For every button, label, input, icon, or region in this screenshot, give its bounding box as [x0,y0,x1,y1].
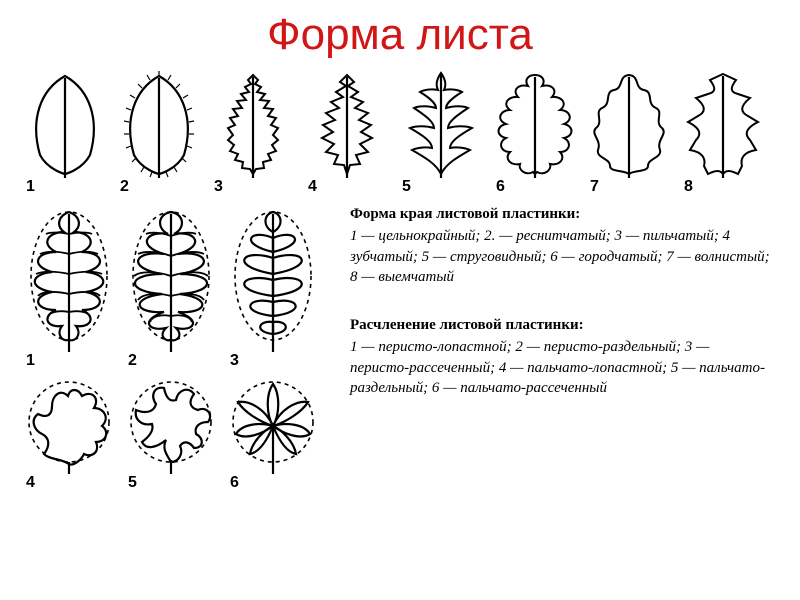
pinnatisect-icon [224,204,322,354]
label-d2: 2 [122,352,137,370]
label-8: 8 [678,178,693,196]
label-d5: 5 [122,474,137,492]
leaf-dentate-icon [302,70,392,180]
label-5: 5 [396,178,411,196]
leaf-undulate-icon [584,70,674,180]
leaf-dissect-2: 2 [122,204,220,370]
label-d6: 6 [224,474,239,492]
leaf-runcinate-icon [396,70,486,180]
pinnatipartite-icon [122,204,220,354]
label-3: 3 [208,178,223,196]
label-1: 1 [20,178,35,196]
leaf-edge-3: 3 [208,70,298,196]
leaf-serrate-icon [208,70,298,180]
label-4: 4 [302,178,317,196]
page-title: Форма листа [20,10,780,60]
pinnatilobate-icon [20,204,118,354]
leaf-ciliate-icon [114,70,204,180]
dissect-body: 1 — перисто-лопастной; 2 — перисто-разде… [350,337,770,398]
leaf-dissect-5: 5 [122,376,220,492]
edges-body: 1 — цельнокрайный; 2. — реснитчатый; 3 —… [350,226,770,287]
leaf-dissect-4: 4 [20,376,118,492]
leaf-edge-5: 5 [396,70,486,196]
leaf-edge-2: 2 [114,70,204,196]
leaf-dissect-3: 3 [224,204,322,370]
palmatisect-icon [224,376,322,476]
label-d3: 3 [224,352,239,370]
leaf-dissect-1: 1 [20,204,118,370]
leaf-edge-8: 8 [678,70,768,196]
description-column: Форма края листовой пластинки: 1 — цельн… [330,204,770,426]
leaf-sinuate-icon [678,70,768,180]
label-7: 7 [584,178,599,196]
leaf-edge-row: 1 2 3 [20,70,780,196]
label-d1: 1 [20,352,35,370]
palmatilobate-icon [20,376,118,476]
leaf-dissect-6: 6 [224,376,322,492]
leaf-edge-4: 4 [302,70,392,196]
palmatipartite-icon [122,376,220,476]
leaf-edge-7: 7 [584,70,674,196]
label-6: 6 [490,178,505,196]
label-2: 2 [114,178,129,196]
leaf-edge-6: 6 [490,70,580,196]
leaf-crenate-icon [490,70,580,180]
dissection-figures: 1 2 [20,204,330,498]
dissect-heading: Расчленение листовой пластинки: [350,315,770,335]
leaf-entire-icon [20,70,110,180]
edges-heading: Форма края листовой пластинки: [350,204,770,224]
label-d4: 4 [20,474,35,492]
leaf-edge-1: 1 [20,70,110,196]
